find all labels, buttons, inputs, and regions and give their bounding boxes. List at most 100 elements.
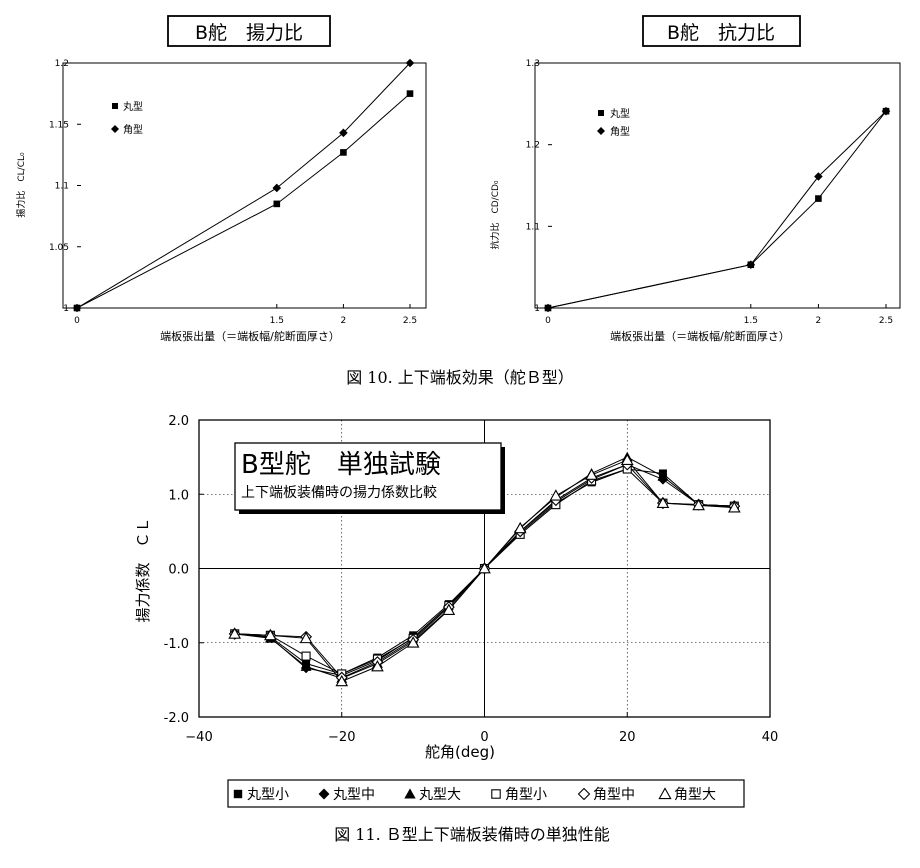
chart1-data-point-丸型 — [406, 90, 414, 97]
chart1-series-line-丸型 — [76, 93, 411, 309]
chart2-data-point-角型 — [746, 260, 756, 270]
chart2-ytick-label: 1.2 — [526, 141, 540, 151]
chart2-data-point-角型 — [543, 303, 553, 313]
chart3-title-box — [234, 442, 502, 511]
chart1-plot-frame — [62, 62, 427, 309]
chart1-data-point-角型 — [405, 58, 415, 68]
chart1-legend-marker-maru — [112, 103, 118, 109]
chart1-data-point-丸型 — [340, 149, 347, 156]
chart1-xlabel: 端板張出量（＝端板幅/舵断面厚さ） — [160, 329, 340, 343]
chart2-legend: 丸型 角型 — [597, 107, 630, 138]
chart3-legend-label-角型小: 角型小 — [505, 787, 547, 803]
chart-lift-coefficient: −40 −20 0 20 40 2.0 1.0 0.0 -1.0 -2.0 B型舵 単独試験 上下… — [134, 414, 779, 808]
chart3-legend-marker-丸型中 — [318, 788, 330, 800]
chart1-ytick-label: 1.15 — [49, 120, 69, 130]
chart3-xtick-label: 20 — [619, 730, 636, 745]
chart-drag-ratio: B舵 抗力比 0 1.5 2 2.5 1 1.1 1.2 1.3 丸型 角型 抗力比 CD/C… — [489, 15, 901, 343]
chart1-data-point-角型 — [339, 128, 348, 138]
chart3-subtitle: 上下端板装備時の揚力係数比較 — [241, 484, 437, 501]
chart2-ytick-label: 1.3 — [526, 59, 540, 69]
chart2-xtick-label: 0 — [545, 316, 551, 326]
chart3-ytick-label: 1.0 — [168, 488, 189, 503]
chart3-legend-marker-角型中 — [577, 787, 591, 801]
chart3-data-point-角型大 — [406, 636, 420, 648]
chart3-xlabel: 舵角(deg) — [425, 743, 495, 761]
chart3-title: B型舵 単独試験 — [241, 450, 441, 480]
chart3-data-point-角型大 — [513, 521, 527, 534]
chart1-ytick-label: 1.05 — [49, 243, 69, 253]
chart2-data-point-丸型 — [815, 195, 822, 202]
chart2-xlabel: 端板張出量（＝端板幅/舵断面厚さ） — [610, 329, 790, 343]
chart3-legend-marker-角型大 — [658, 787, 672, 800]
chart3-legend-label-丸型小: 丸型小 — [247, 787, 289, 803]
figure11-caption: 図 11. Ｂ型上下端板装備時の単独性能 — [334, 825, 610, 844]
chart3-data-point-角型大 — [371, 659, 384, 672]
chart2-title-box — [642, 15, 801, 47]
chart2-ylabel: 抗力比 CD/CD₀ — [489, 180, 501, 249]
chart3-ytick-label: -1.0 — [164, 637, 189, 652]
chart3-data-point-角型大 — [442, 603, 456, 615]
chart3-data-point-角型大 — [656, 496, 670, 509]
chart1-data-point-丸型 — [273, 200, 281, 208]
chart1-xtick-label: 1.5 — [270, 316, 284, 326]
chart-lift-ratio: B舵 揚力比 0 1.5 2 2.5 1 1.05 1.1 1.15 1.2 丸型 角型 揚力比… — [15, 15, 427, 343]
chart3-data-point-角型大 — [228, 627, 242, 639]
chart3-xtick-label: −40 — [185, 730, 212, 745]
chart2-legend-marker-kaku — [597, 127, 605, 135]
chart2-legend-label-maru: 丸型 — [610, 107, 630, 120]
chart1-title-box — [167, 15, 331, 47]
chart3-xtick-label: −20 — [328, 730, 355, 745]
chart2-series-line-角型 — [547, 110, 887, 309]
chart3-data-point-角型大 — [299, 631, 313, 644]
chart3-legend-label-角型中: 角型中 — [593, 787, 635, 803]
chart1-legend-marker-kaku — [111, 125, 119, 133]
chart3-data-point-角型大 — [692, 498, 705, 511]
chart3-data-point-角型大 — [549, 489, 563, 501]
chart1-series-line-角型 — [76, 62, 411, 309]
chart1-ytick-label: 1.2 — [55, 59, 69, 69]
chart1-xtick-label: 0 — [74, 316, 80, 326]
chart3-data-point-角型大 — [585, 468, 598, 480]
chart3-title-block: B型舵 単独試験 上下端板装備時の揚力係数比較 — [234, 442, 505, 514]
chart1-legend-label-maru: 丸型 — [123, 100, 143, 113]
chart2-title: B舵 抗力比 — [667, 22, 775, 44]
chart3-xtick-label: 0 — [480, 730, 488, 745]
figure10-caption: 図 10. 上下端板効果（舵Ｂ型） — [346, 368, 574, 387]
chart3-ytick-label: 0.0 — [168, 563, 189, 578]
chart2-xtick-label: 2 — [816, 316, 822, 326]
chart1-ylabel: 揚力比 CL/CL₀ — [15, 152, 27, 218]
chart2-xtick-label: 1.5 — [744, 316, 758, 326]
chart1-title: B舵 揚力比 — [195, 22, 303, 44]
chart3-legend-marker-角型小 — [491, 789, 501, 799]
chart2-ytick-label: 1.1 — [526, 222, 540, 232]
chart3-ylabel: 揚力係数 ＣＬ — [134, 517, 152, 622]
chart3-data-point-角型大 — [335, 674, 349, 687]
chart3-data-point-角型大 — [264, 628, 277, 641]
chart2-data-point-角型 — [814, 172, 823, 181]
chart3-ytick-label: -2.0 — [164, 711, 189, 726]
chart2-legend-label-kaku: 角型 — [610, 125, 630, 138]
chart2-series-line-丸型 — [547, 110, 887, 309]
chart1-legend-label-kaku: 角型 — [123, 123, 143, 136]
chart3-legend: 丸型小 丸型中 丸型大 角型小 角型中 角型大 — [227, 779, 745, 808]
chart3-data-point-角型大 — [620, 453, 634, 465]
chart2-ytick-label: 1 — [534, 304, 540, 314]
chart1-data-point-角型 — [272, 183, 282, 193]
chart3-data-point-角型大 — [478, 561, 491, 574]
chart2-data-point-角型 — [881, 106, 891, 116]
chart1-ytick-label: 1 — [63, 304, 69, 314]
chart3-data-point-丸型大 — [300, 661, 312, 671]
chart2-xtick-label: 2.5 — [879, 316, 893, 326]
chart3-data-point-角型小 — [301, 651, 311, 661]
chart3-legend-marker-丸型大 — [404, 788, 416, 799]
chart1-xtick-label: 2.5 — [403, 316, 417, 326]
chart3-ytick-label: 2.0 — [168, 414, 189, 429]
chart1-xtick-label: 2 — [341, 316, 347, 326]
chart3-legend-marker-丸型小 — [233, 789, 243, 799]
chart2-plot-frame — [534, 62, 901, 309]
chart3-legend-box — [227, 779, 745, 808]
chart1-legend: 丸型 角型 — [111, 100, 143, 136]
chart3-legend-label-丸型大: 丸型大 — [419, 787, 461, 803]
chart3-xtick-label: 40 — [762, 730, 779, 745]
